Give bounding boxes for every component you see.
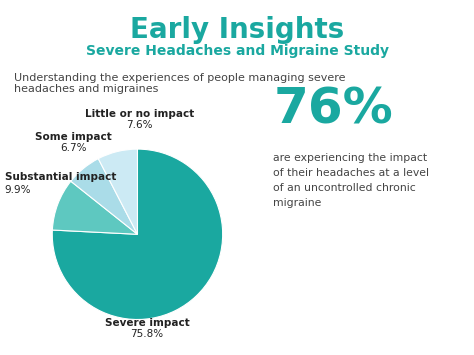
Text: 6.7%: 6.7% [60, 143, 87, 153]
Text: Early Insights: Early Insights [130, 16, 344, 44]
Text: Severe impact: Severe impact [105, 318, 189, 328]
Wedge shape [52, 149, 223, 320]
Wedge shape [98, 149, 137, 234]
Text: are experiencing the impact
of their headaches at a level
of an uncontrolled chr: are experiencing the impact of their hea… [273, 153, 429, 208]
Text: Understanding the experiences of people managing severe
headaches and migraines: Understanding the experiences of people … [14, 73, 346, 94]
Text: 9.9%: 9.9% [5, 185, 31, 195]
Wedge shape [71, 159, 137, 234]
Wedge shape [52, 181, 137, 234]
Text: Substantial impact: Substantial impact [5, 173, 116, 182]
Text: Some impact: Some impact [35, 132, 112, 142]
Text: 76%: 76% [273, 85, 393, 133]
Text: 75.8%: 75.8% [130, 329, 164, 339]
Text: Severe Headaches and Migraine Study: Severe Headaches and Migraine Study [85, 44, 389, 58]
Text: 7.6%: 7.6% [127, 120, 153, 130]
Text: Little or no impact: Little or no impact [85, 109, 194, 119]
